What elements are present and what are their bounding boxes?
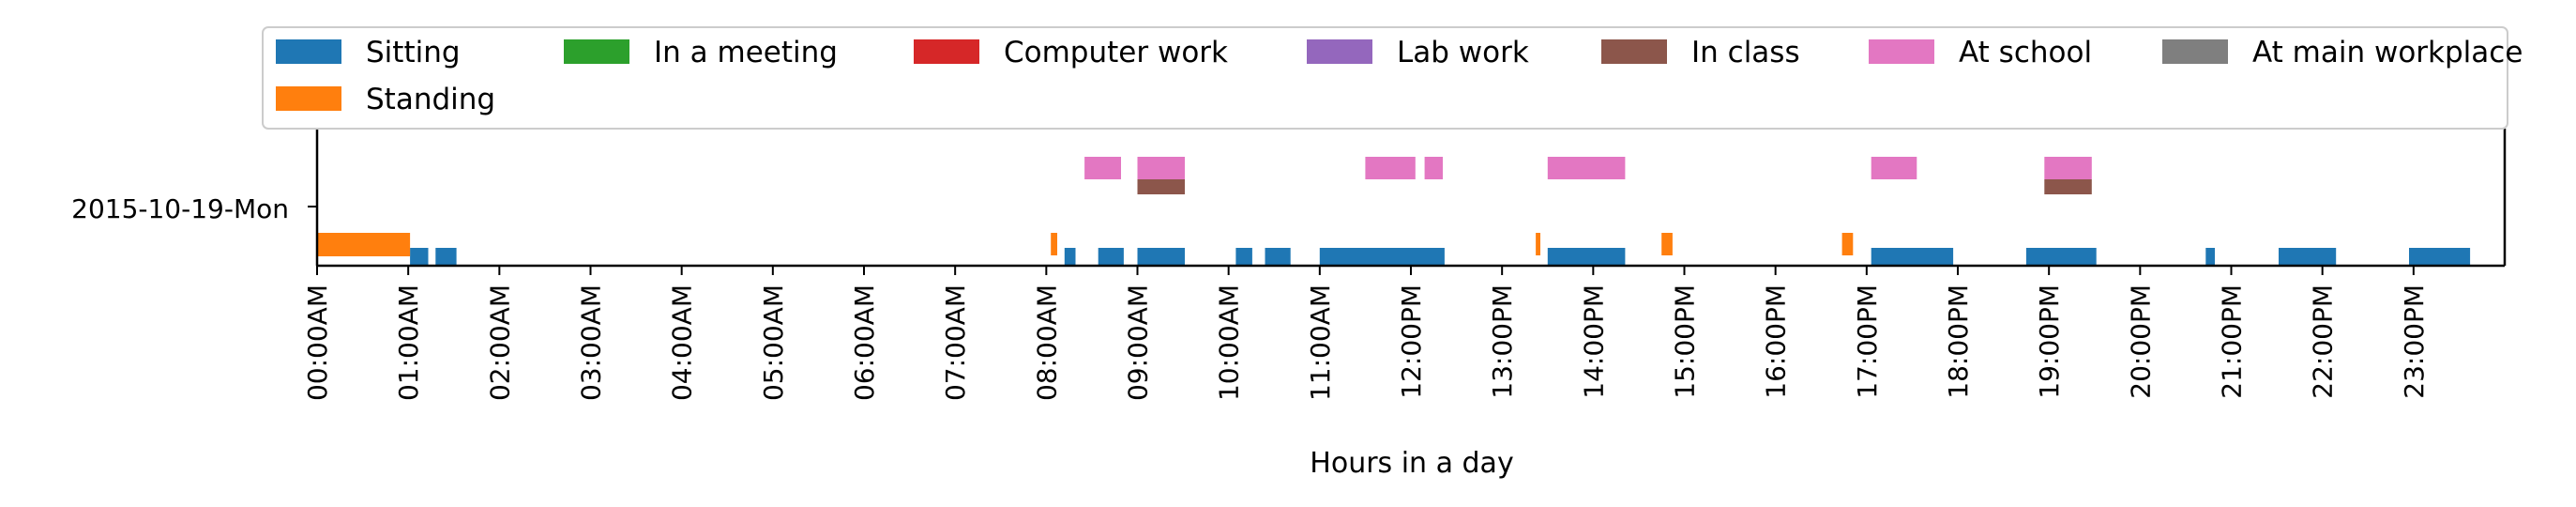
bar-sitting [2205,248,2215,266]
bar-at-school [1084,157,1121,179]
bar-standing [317,233,411,256]
bar-sitting [1137,248,1185,266]
legend-label: Sitting [366,36,461,69]
bar-sitting [1265,248,1291,266]
legend: Sitting In a meeting Computer work Lab work… [262,26,2523,130]
x-tick-label: 00:00AM [302,284,333,401]
bar-standing [1661,233,1673,255]
bar-sitting [435,248,457,266]
x-tick-label: 11:00AM [1305,284,1336,401]
x-tick-label: 03:00AM [576,284,607,401]
legend-label: At main workplace [2252,36,2523,69]
legend-swatch-sitting [276,39,341,64]
bar-sitting [1871,248,1954,266]
legend-label: Lab work [1397,36,1529,69]
legend-swatch-computer-work [914,39,979,64]
x-tick-label: 13:00PM [1487,284,1518,399]
bar-sitting [2409,248,2471,266]
bar-in-class [2044,179,2092,194]
bar-sitting [2279,248,2337,266]
bar-standing [1536,233,1540,255]
bar-in-class [1137,179,1185,194]
x-tick-label: 21:00PM [2217,284,2248,399]
x-tick-label: 15:00PM [1670,284,1701,399]
x-tick-label: 23:00PM [2399,284,2430,399]
x-tick-label: 20:00PM [2125,284,2156,399]
x-tick-label: 18:00PM [1943,284,1974,399]
legend-swatch-at-main-workplace [2162,39,2228,64]
legend-swatch-standing [276,86,341,111]
bar-at-school [1365,157,1416,179]
legend-label: In a meeting [654,36,838,69]
x-tick-label: 14:00PM [1578,284,1609,399]
x-tick-label: 02:00AM [484,284,515,401]
bar-sitting [1064,248,1076,266]
legend-label: Computer work [1004,36,1228,69]
x-tick-label: 17:00PM [1852,284,1883,399]
x-tick-label: 22:00PM [2308,284,2339,399]
x-tick-label: 12:00PM [1396,284,1427,399]
bar-at-school [1424,157,1443,179]
y-tick-label: 2015-10-19-Mon [71,193,289,224]
legend-label: At school [1959,36,2092,69]
bar-sitting [1547,248,1626,266]
x-tick-label: 06:00AM [849,284,880,401]
x-tick-label: 04:00AM [667,284,698,401]
x-tick-label: 10:00AM [1214,284,1245,401]
bar-at-school [1547,157,1626,179]
x-tick-label: 19:00PM [2034,284,2065,399]
legend-label: In class [1691,36,1800,69]
x-axis-label: Hours in a day [1310,447,1513,480]
bar-at-school [2044,157,2092,179]
bar-sitting [1098,248,1124,266]
x-tick-label: 09:00AM [1123,284,1154,401]
bar-sitting [410,248,429,266]
bar-standing [1051,233,1057,255]
legend-label: Standing [366,83,495,116]
x-tick-label: 08:00AM [1031,284,1062,401]
legend-swatch-in-class [1601,39,1667,64]
x-tick-label: 07:00AM [940,284,971,401]
bar-sitting [1319,248,1445,266]
x-axis-ticks: 00:00AM 01:00AM 02:00AM 03:00AM 04:00AM 05:00… [302,266,2430,401]
bar-sitting [1235,248,1252,266]
legend-swatch-at-school [1869,39,1934,64]
x-tick-label: 05:00AM [758,284,789,401]
legend-frame [262,26,2508,130]
bar-at-school [1137,157,1185,179]
bar-at-school [1871,157,1917,179]
x-tick-label: 16:00PM [1761,284,1792,399]
legend-swatch-lab-work [1307,39,1372,64]
bar-standing [1841,233,1854,255]
legend-swatch-in-a-meeting [564,39,629,64]
x-tick-label: 01:00AM [393,284,424,401]
bar-sitting [2025,248,2097,266]
